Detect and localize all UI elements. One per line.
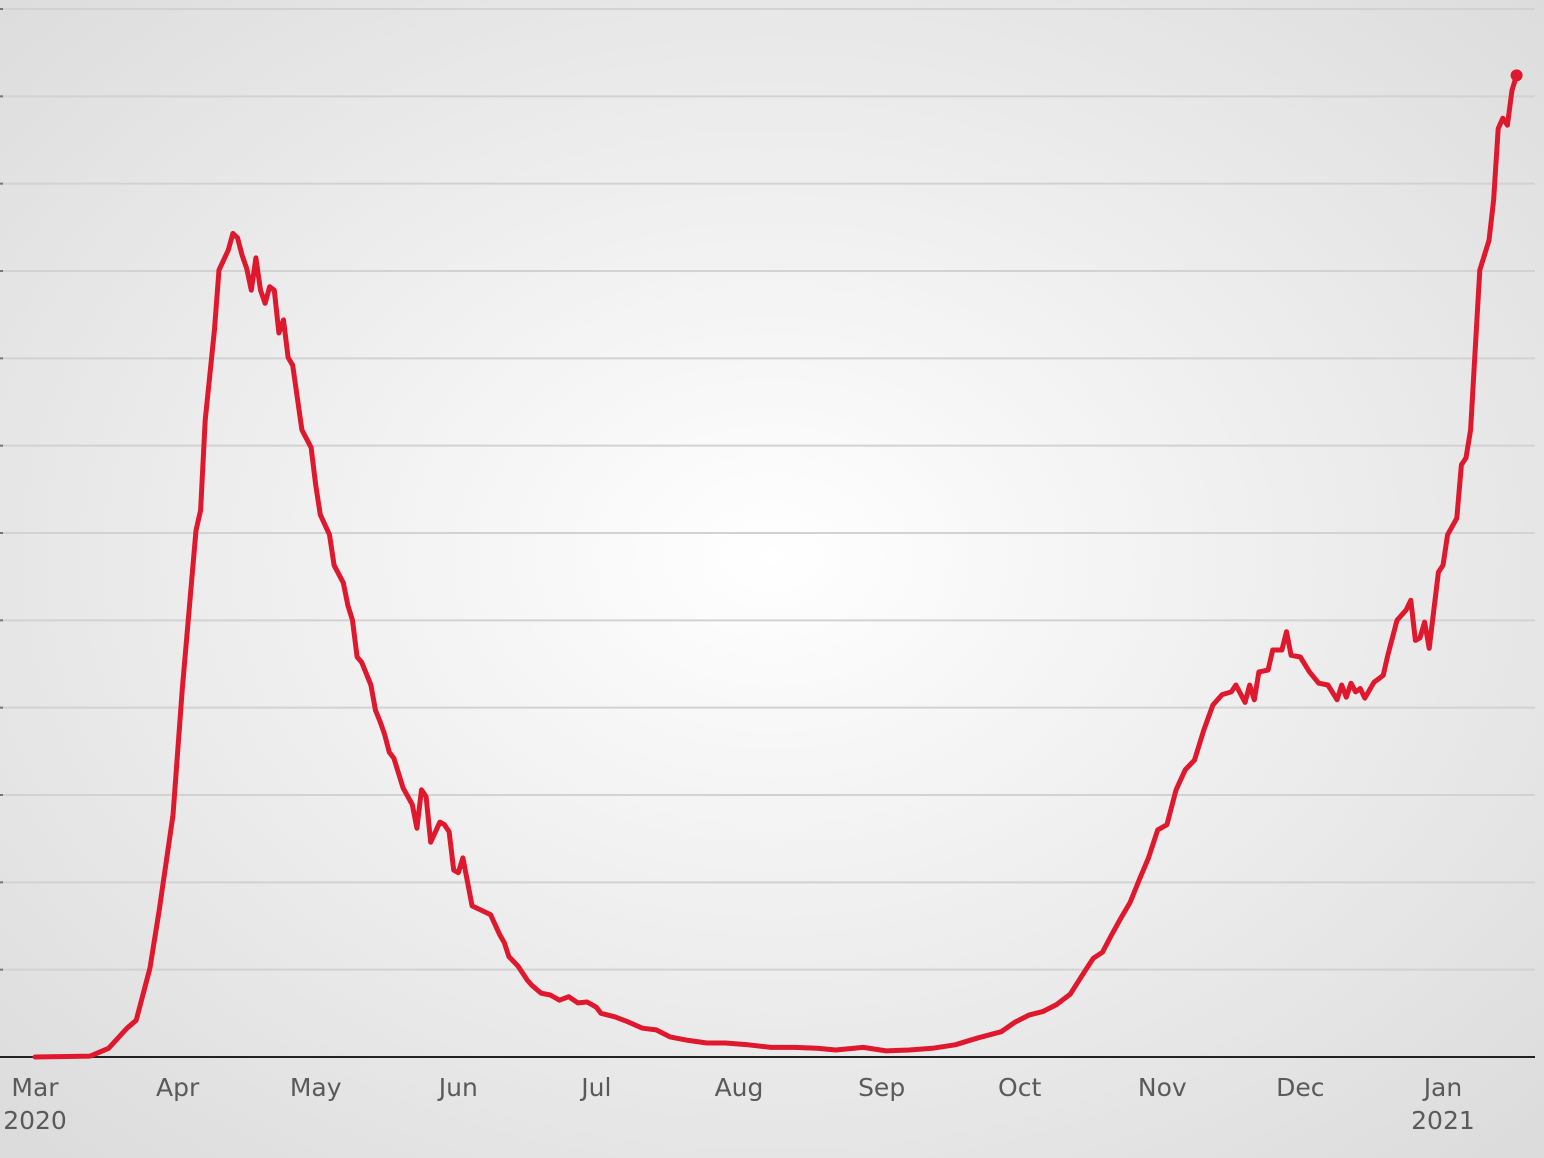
x-tick-label: Nov (1138, 1073, 1187, 1102)
data-line (32, 72, 1520, 1060)
x-tick-label: Jul (579, 1073, 611, 1102)
year-label: 2021 (1411, 1106, 1475, 1135)
x-tick-label: Mar (11, 1073, 59, 1102)
x-tick-label: Sep (858, 1073, 905, 1102)
x-tick-label: Aug (715, 1073, 764, 1102)
x-tick-label: Dec (1276, 1073, 1324, 1102)
x-tick-label: Apr (156, 1073, 200, 1102)
year-label: 2020 (3, 1106, 67, 1135)
end-point (1510, 69, 1523, 82)
x-tick-label: Jan (1422, 1073, 1463, 1102)
x-tick-label: Jun (437, 1073, 478, 1102)
x-tick-label: Oct (998, 1073, 1041, 1102)
x-tick-label: May (290, 1073, 342, 1102)
